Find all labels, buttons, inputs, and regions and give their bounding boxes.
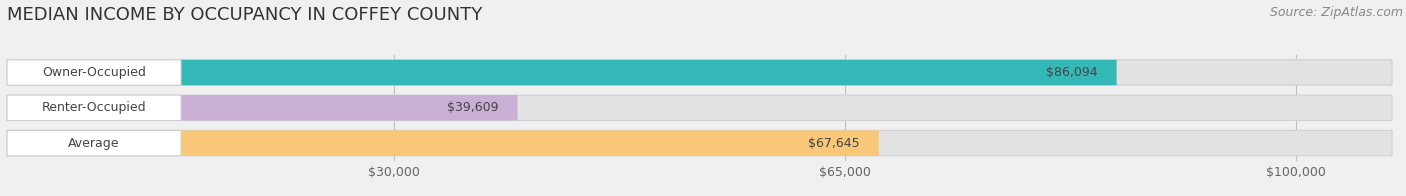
Text: MEDIAN INCOME BY OCCUPANCY IN COFFEY COUNTY: MEDIAN INCOME BY OCCUPANCY IN COFFEY COU… <box>7 6 482 24</box>
FancyBboxPatch shape <box>7 95 517 121</box>
FancyBboxPatch shape <box>7 130 1392 156</box>
FancyBboxPatch shape <box>7 130 181 156</box>
FancyBboxPatch shape <box>7 60 181 85</box>
FancyBboxPatch shape <box>7 130 879 156</box>
Text: Owner-Occupied: Owner-Occupied <box>42 66 146 79</box>
FancyBboxPatch shape <box>7 95 181 121</box>
Text: Renter-Occupied: Renter-Occupied <box>42 101 146 114</box>
FancyBboxPatch shape <box>7 60 1116 85</box>
FancyBboxPatch shape <box>7 95 1392 121</box>
Text: $39,609: $39,609 <box>447 101 498 114</box>
FancyBboxPatch shape <box>7 60 1392 85</box>
Text: $67,645: $67,645 <box>808 137 859 150</box>
Text: Source: ZipAtlas.com: Source: ZipAtlas.com <box>1270 6 1403 19</box>
Text: Average: Average <box>69 137 120 150</box>
Text: $86,094: $86,094 <box>1046 66 1097 79</box>
